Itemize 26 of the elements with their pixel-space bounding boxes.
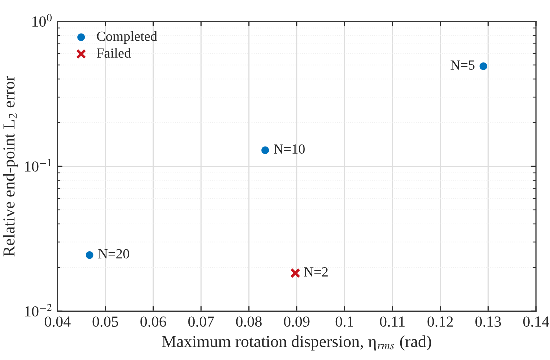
x-tick-label: 0.11 [380,316,405,328]
y-tick-label: 10$^{−1}$ [25,159,52,172]
x-tick-label: 0.08 [236,316,262,328]
point [86,251,94,260]
x-tick-label: 0.04 [44,316,71,328]
x-tick-label: 0.1 [336,316,354,328]
annotation: N=5 [450,60,475,70]
y-axis-title: Relative end-point L$_{2}$ error [3,76,18,257]
x-tick-label: 0.14 [523,316,550,328]
x-tick-label: 0.13 [476,316,502,328]
annotation: N=2 [304,268,328,277]
annotation: N=10 [274,144,305,154]
x-axis-title: Maximum rotation dispersion, η$_{rms}$ (rad) [162,336,432,351]
x-tick-label: 0.09 [284,316,310,328]
x-tick-label: 0.07 [188,316,214,328]
x-tick-label: 0.12 [428,316,454,328]
x-tick-label: 0.06 [140,316,166,328]
x-tick-label: 0.05 [92,316,118,328]
legend-label: Completed [97,31,158,44]
legend-label: Failed [97,48,132,58]
y-tick-label: 10$^{−2}$ [25,304,52,317]
point [290,268,301,278]
point [262,146,270,154]
y-tick-label: 10$^{0}$ [32,14,52,27]
annotation: N=20 [98,249,130,259]
point [480,62,488,70]
